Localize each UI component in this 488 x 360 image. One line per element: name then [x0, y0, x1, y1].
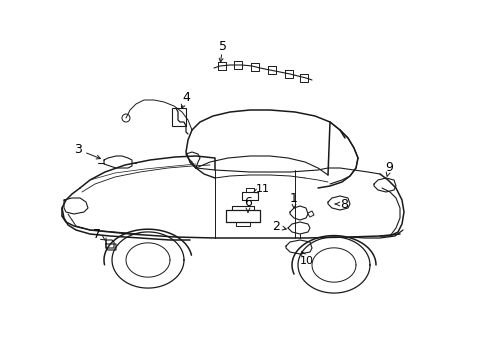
- Text: 4: 4: [182, 91, 190, 104]
- Text: 9: 9: [385, 161, 393, 174]
- Text: 8: 8: [339, 198, 347, 211]
- Text: 10: 10: [299, 256, 313, 266]
- Text: 7: 7: [93, 228, 101, 241]
- Text: 2: 2: [272, 220, 280, 233]
- Text: 5: 5: [219, 40, 226, 53]
- Text: 1: 1: [289, 192, 297, 204]
- Text: 11: 11: [255, 184, 269, 194]
- Text: 3: 3: [74, 143, 82, 156]
- Text: 6: 6: [244, 197, 251, 210]
